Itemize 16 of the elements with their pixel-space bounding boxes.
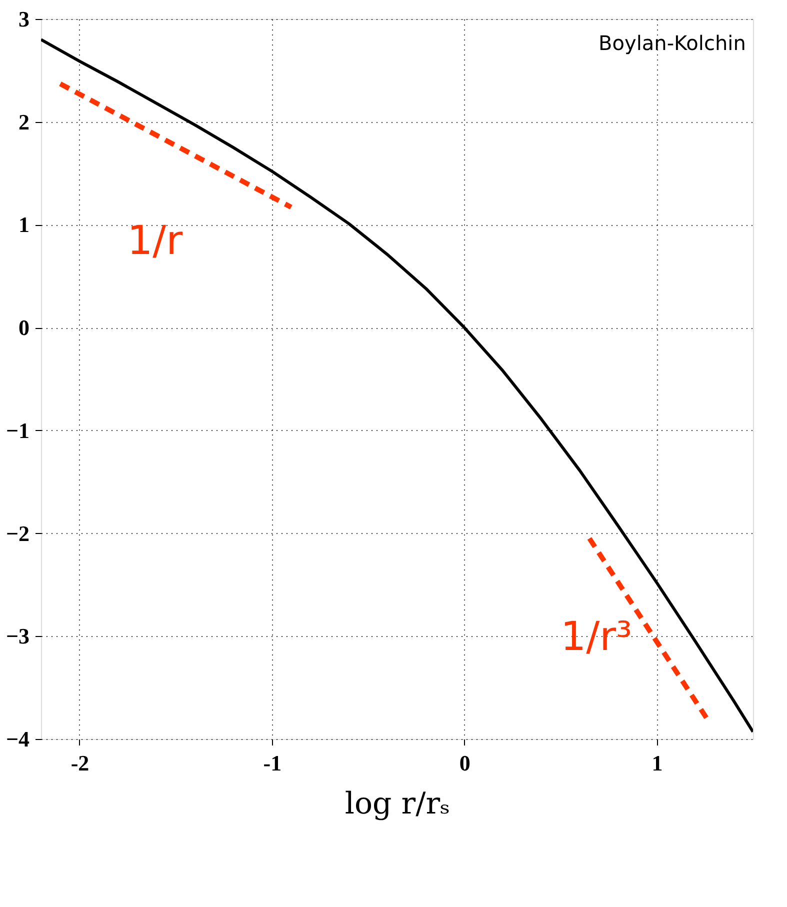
y-tick-label: 0 (18, 315, 30, 340)
annotation: Boylan-Kolchin (598, 31, 746, 56)
annotation: 1/r (127, 218, 184, 264)
x-tick-label: 1 (652, 750, 663, 776)
y-tick-label: 2 (18, 109, 30, 134)
y-tick-label: −1 (6, 418, 30, 443)
x-axis-title: log r/rₛ (344, 786, 450, 822)
annotation: 1/r³ (560, 614, 632, 660)
y-tick-label: 3 (18, 6, 30, 32)
x-tick-label: 0 (459, 750, 470, 776)
y-tick-label: 1 (18, 212, 30, 238)
y-tick-label: −3 (6, 624, 30, 649)
y-tick-label: −4 (6, 726, 30, 752)
x-tick-label: -2 (70, 750, 90, 776)
y-tick-label: −2 (6, 520, 30, 546)
x-tick-label: -1 (263, 750, 282, 776)
